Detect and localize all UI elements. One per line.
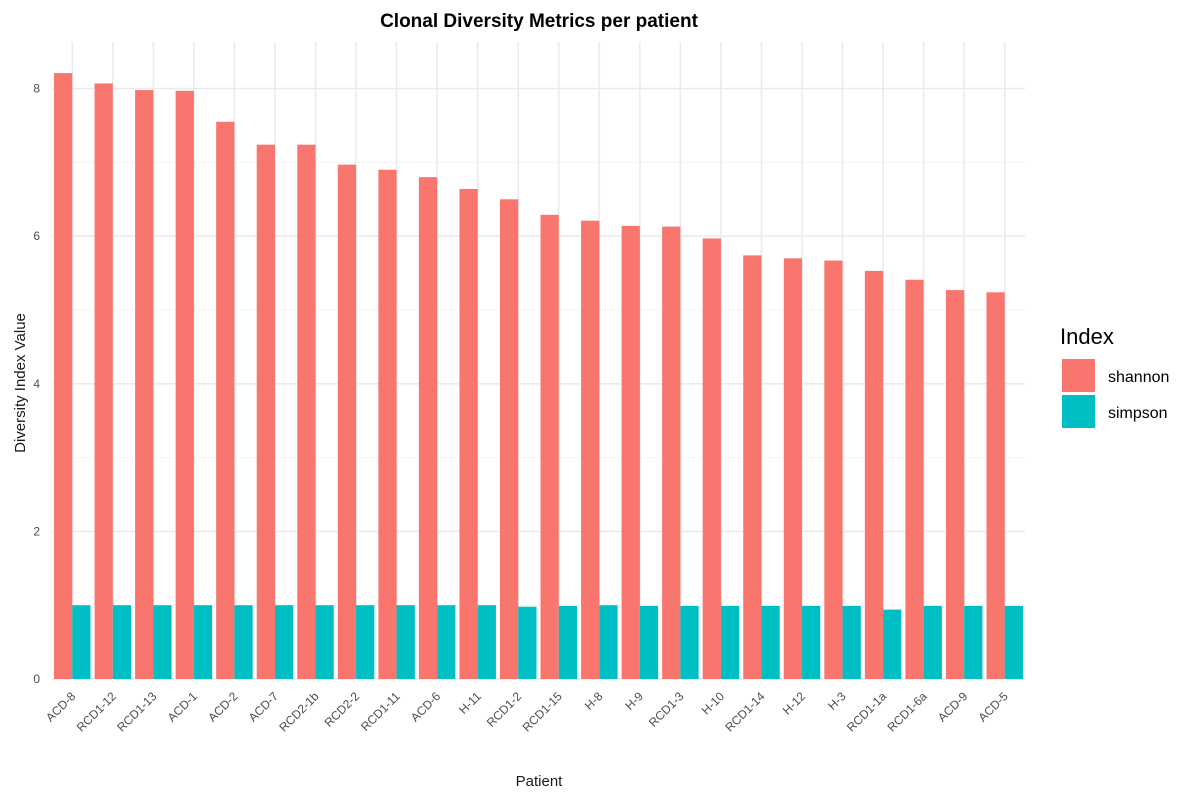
bar-shannon <box>824 260 843 679</box>
bar-simpson <box>396 605 415 679</box>
bar-simpson <box>964 605 983 679</box>
bar-simpson <box>558 605 578 679</box>
bar-simpson <box>234 605 253 679</box>
x-tick-label: RCD1-3 <box>646 689 687 730</box>
bar-shannon <box>905 279 924 679</box>
bar-shannon <box>581 220 600 679</box>
bar-shannon <box>783 258 803 679</box>
bar-simpson <box>477 605 496 679</box>
bar-shannon <box>256 144 275 680</box>
bar-simpson <box>802 605 821 679</box>
legend-label-shannon: shannon <box>1108 369 1169 386</box>
bar-simpson <box>599 605 618 679</box>
y-tick-label: 4 <box>33 377 40 391</box>
bar-simpson <box>842 605 861 679</box>
x-tick-label: RCD1-14 <box>722 689 767 734</box>
y-tick-label: 0 <box>33 672 40 686</box>
legend-title: Index <box>1060 324 1114 349</box>
y-tick-label: 2 <box>33 524 40 538</box>
bar-simpson <box>153 605 172 679</box>
x-tick-label: RCD1-13 <box>114 689 159 734</box>
legend-label-simpson: simpson <box>1108 405 1168 422</box>
y-tick-labels: 0 2 4 6 8 <box>33 82 40 686</box>
x-tick-label: ACD-1 <box>165 689 201 725</box>
bar-simpson <box>680 605 699 679</box>
bar-shannon <box>337 164 357 679</box>
bar-shannon <box>662 226 681 679</box>
bar-shannon <box>702 238 721 679</box>
bar-simpson <box>112 605 132 679</box>
legend-key-shannon <box>1062 359 1095 392</box>
x-tick-label: RCD1-12 <box>74 689 119 734</box>
x-tick-label: H-11 <box>456 689 484 717</box>
bar-simpson <box>883 609 902 679</box>
x-tick-label: H-12 <box>780 689 809 718</box>
x-tick-label: RCD2-1b <box>276 689 321 734</box>
x-tick-label: ACD-6 <box>408 689 444 725</box>
bar-simpson <box>193 605 213 679</box>
y-tick-label: 8 <box>33 82 40 96</box>
bar-shannon <box>945 290 965 679</box>
x-tick-label: ACD-2 <box>205 689 241 725</box>
legend: Index shannon simpson <box>1060 324 1169 428</box>
bar-simpson <box>356 605 375 679</box>
x-tick-label: RCD1-15 <box>520 689 565 734</box>
bar-shannon <box>378 169 397 679</box>
bar-shannon <box>621 225 640 680</box>
x-tick-label: H-10 <box>699 689 728 718</box>
x-tick-label: RCD1-2 <box>484 689 525 730</box>
bar-shannon <box>743 255 762 679</box>
y-tick-label: 6 <box>33 229 40 243</box>
bar-simpson <box>72 605 91 679</box>
bar-simpson <box>923 605 942 679</box>
bar-shannon <box>94 83 113 679</box>
bar-simpson <box>518 606 537 679</box>
bar-shannon <box>54 73 73 680</box>
x-tick-label: ACD-8 <box>43 689 79 725</box>
bars <box>54 73 1023 680</box>
x-tick-label: ACD-9 <box>935 689 971 725</box>
bar-simpson <box>315 605 334 679</box>
bar-shannon <box>216 121 235 679</box>
chart-title: Clonal Diversity Metrics per patient <box>380 11 698 32</box>
x-tick-label: RCD1-11 <box>358 689 403 734</box>
bar-shannon <box>418 177 438 679</box>
bar-shannon <box>175 90 194 679</box>
bar-shannon <box>540 214 559 679</box>
bar-simpson <box>274 605 294 679</box>
x-tick-label: ACD-5 <box>975 689 1011 725</box>
x-tick-label: RCD1-6a <box>885 689 930 734</box>
bar-shannon <box>297 144 316 680</box>
y-axis-title: Diversity Index Value <box>12 313 29 453</box>
bar-shannon <box>864 270 884 679</box>
bar-simpson <box>720 605 740 679</box>
x-tick-label: RCD1-1a <box>844 689 889 734</box>
bar-shannon <box>459 188 478 679</box>
bar-simpson <box>639 605 659 679</box>
x-tick-label: H-9 <box>622 689 646 713</box>
bar-shannon <box>986 292 1005 679</box>
bar-simpson <box>1004 605 1023 679</box>
x-tick-label: H-8 <box>582 689 606 713</box>
bar-simpson <box>761 605 780 679</box>
bar-simpson <box>437 605 456 679</box>
x-tick-label: RCD2-2 <box>322 689 363 730</box>
legend-key-simpson <box>1062 395 1095 428</box>
x-tick-label: H-3 <box>825 689 849 713</box>
bar-shannon <box>135 90 154 680</box>
x-axis-title: Patient <box>516 773 564 790</box>
bar-shannon <box>499 199 519 680</box>
x-tick-label: ACD-7 <box>246 689 282 725</box>
